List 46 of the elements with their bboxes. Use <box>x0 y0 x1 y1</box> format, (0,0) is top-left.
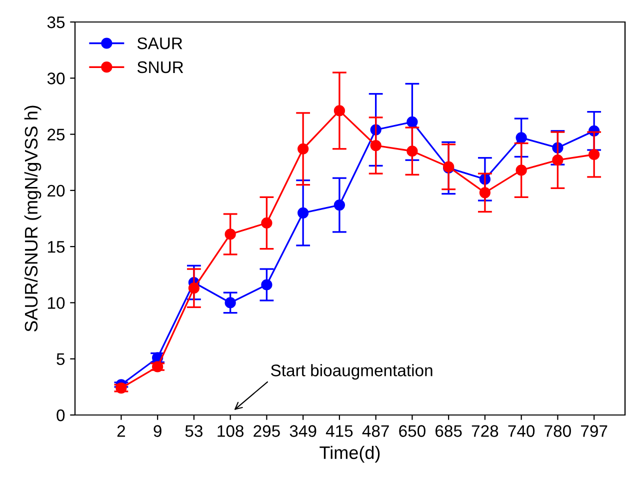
y-tick-label: 20 <box>48 184 65 197</box>
point <box>116 382 127 394</box>
point <box>552 154 564 166</box>
point <box>516 132 527 144</box>
point <box>298 143 309 154</box>
point <box>224 297 236 308</box>
point <box>334 199 346 211</box>
point <box>152 361 164 372</box>
x-tick-label: 685 <box>436 425 462 437</box>
x-tick-label: 780 <box>544 425 571 437</box>
point <box>588 148 600 160</box>
point <box>516 164 527 176</box>
x-tick-label: 728 <box>472 425 498 437</box>
x-tick-label: 2 <box>117 425 125 437</box>
y-tick-label: 25 <box>48 128 65 140</box>
x-tick-label: 740 <box>508 425 535 437</box>
point <box>261 279 272 290</box>
x-tick-label: 53 <box>185 425 202 437</box>
point <box>406 146 418 157</box>
legend-label: SNUR <box>137 61 184 74</box>
point <box>479 187 491 198</box>
point <box>370 140 382 152</box>
y-tick-label: 30 <box>47 72 65 84</box>
y-axis-title: SAUR/SNUR (mgN/gVSS h) <box>24 106 42 332</box>
x-tick-label: 108 <box>218 425 244 437</box>
y-tick-label: 5 <box>56 353 65 366</box>
x-tick-label: 9 <box>154 425 162 437</box>
x-tick-label: 487 <box>362 425 389 437</box>
x-tick-label: 650 <box>399 425 426 437</box>
point <box>188 282 200 294</box>
x-tick-label: 349 <box>290 425 316 437</box>
y-tick-label: 35 <box>47 16 65 28</box>
x-tick-label: 295 <box>254 425 280 437</box>
point <box>406 116 418 128</box>
y-tick-label: 0 <box>56 409 65 422</box>
y-tick-label: 10 <box>48 297 65 309</box>
x-tick-label: 797 <box>581 425 608 437</box>
x-tick-label: 415 <box>326 425 353 437</box>
point <box>224 228 236 240</box>
point <box>261 217 272 229</box>
annotation: Start bioaugmentation <box>271 364 432 380</box>
point <box>298 207 309 218</box>
legend-label: SAUR <box>137 37 182 50</box>
x-axis-title: Time(d) <box>320 446 380 463</box>
point <box>334 105 346 116</box>
y-tick-label: 15 <box>48 241 65 253</box>
